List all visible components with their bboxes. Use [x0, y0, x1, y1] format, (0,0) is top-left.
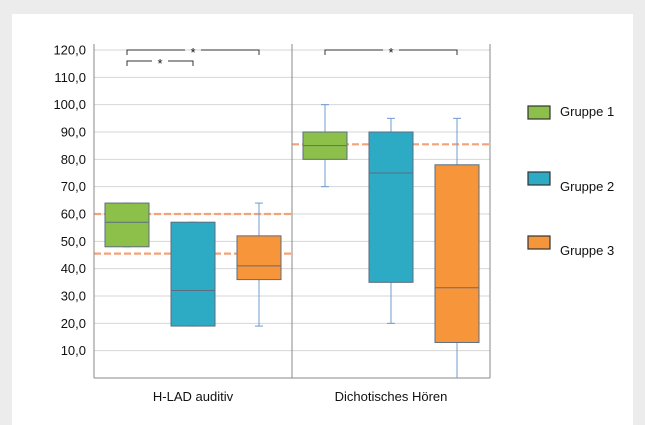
y-tick-label: 80,0	[61, 152, 86, 167]
y-tick-label: 120,0	[53, 43, 86, 58]
y-tick-label: 30,0	[61, 289, 86, 304]
box	[368, 131, 414, 283]
significance-bracket-right	[201, 49, 260, 55]
y-tick-label: 110,0	[54, 70, 86, 85]
y-tick-label: 10,0	[61, 343, 86, 358]
significance-bracket-right	[168, 60, 194, 66]
legend-swatch	[527, 171, 551, 186]
significance-brackets: * * *	[126, 45, 458, 71]
box	[170, 221, 216, 327]
significance-bracket-left	[126, 49, 185, 55]
boxes	[104, 104, 480, 379]
y-tick-label: 60,0	[61, 207, 86, 222]
significance-bracket-right	[399, 49, 458, 55]
chart-panel: 10,0 20,0 30,0 40,0 50,0 60,0 70,0 80,0 90,0 100,…	[12, 14, 633, 425]
axes: 10,0 20,0 30,0 40,0 50,0 60,0 70,0 80,0 90,0 100,…	[53, 43, 491, 404]
significance-bracket-left	[126, 60, 152, 66]
y-tick-label: 40,0	[61, 261, 86, 276]
x-category-label: Dichotisches Hören	[335, 389, 448, 404]
y-tick-label: 100,0	[53, 97, 86, 112]
boxplot-chart: 10,0 20,0 30,0 40,0 50,0 60,0 70,0 80,0 90,0 100,…	[53, 43, 614, 405]
significance-label: *	[190, 45, 195, 60]
y-tick-label: 20,0	[61, 316, 86, 331]
box	[104, 202, 150, 248]
legend-label: Gruppe 2	[560, 179, 614, 194]
y-tick-label: 90,0	[61, 125, 86, 140]
legend-label: Gruppe 1	[560, 104, 614, 119]
significance-label: *	[388, 45, 393, 60]
box	[236, 235, 282, 281]
box	[434, 164, 480, 343]
y-tick-label: 50,0	[61, 234, 86, 249]
legend-label: Gruppe 3	[560, 243, 614, 258]
significance-label: *	[157, 56, 162, 71]
significance-bracket-left	[324, 49, 383, 55]
y-tick-label: 70,0	[61, 179, 86, 194]
legend-swatch	[527, 105, 551, 120]
legend-swatch	[527, 235, 551, 250]
x-category-label: H-LAD auditiv	[153, 389, 234, 404]
legend: Gruppe 1 Gruppe 2 Gruppe 3	[527, 104, 614, 258]
